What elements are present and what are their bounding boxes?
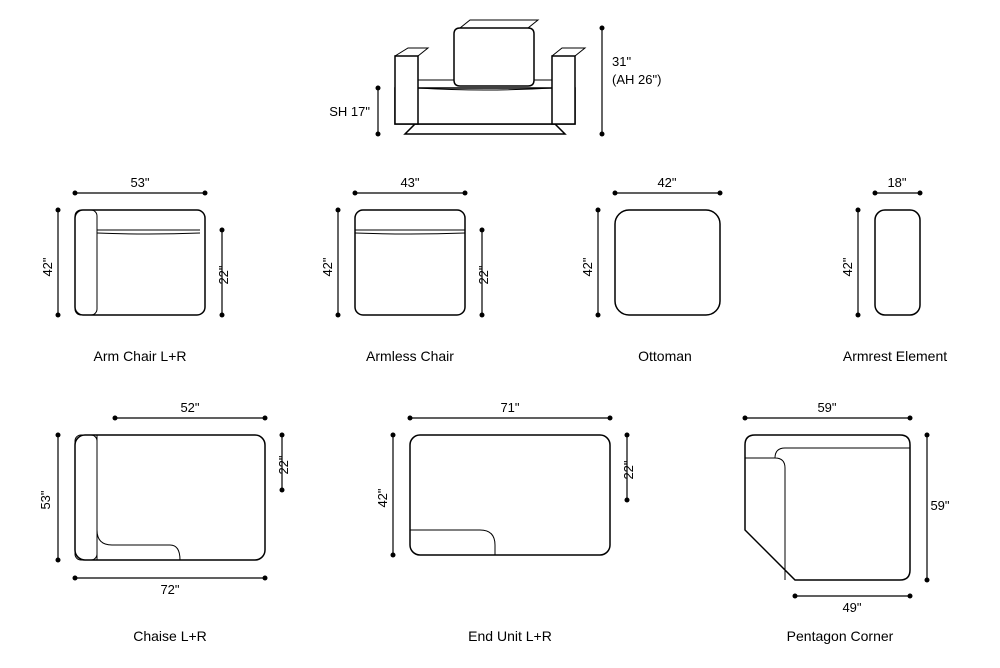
hero-ah-label: (AH 26") [612,72,661,87]
dim-top: 42" [657,175,676,190]
caption-endunit: End Unit L+R [468,628,552,644]
caption-chaise: Chaise L+R [133,628,207,644]
hero-h-label: 31" [612,54,631,69]
dim-right: 22" [621,460,636,479]
hero-elevation: SH 17" 31" (AH 26") [300,6,700,151]
dim-bottom: 72" [160,582,179,597]
hero-svg: SH 17" 31" (AH 26") [300,6,700,151]
cell-armless: 43" 42" 22" Armless Chair [310,175,510,365]
dim-top: 53" [130,175,149,190]
dim-left: 42" [375,488,390,507]
caption-pentagon: Pentagon Corner [787,628,894,644]
dim-right: 22" [216,265,231,284]
cell-ottoman: 42" 42" Ottoman [570,175,760,365]
cell-pentagon: 59" 59" 49" Pentagon Corner [700,400,980,645]
dim-top: 18" [887,175,906,190]
dim-left: 42" [840,257,855,276]
caption-armless: Armless Chair [366,348,454,364]
dim-top: 52" [180,400,199,415]
caption-armchair: Arm Chair L+R [94,348,187,364]
dim-right: 22" [476,265,491,284]
dim-left: 42" [40,257,55,276]
dim-right: 22" [276,455,291,474]
row-2: 52" 53" 22" 72" Chaise L+R 71" [0,400,1000,645]
cell-endunit: 71" 42" 22" End Unit L+R [360,400,660,645]
row-1: 53" 42" 22" Arm Chair L+R 43" 42" [0,175,1000,365]
dim-left: 42" [320,257,335,276]
dim-top: 43" [400,175,419,190]
cell-armrest: 18" 42" Armrest Element [820,175,970,365]
dim-top: 71" [500,400,519,415]
caption-armrest: Armrest Element [843,348,947,364]
dim-left: 53" [38,490,53,509]
cell-chaise: 52" 53" 22" 72" Chaise L+R [20,400,320,645]
hero-sh-label: SH 17" [329,104,370,119]
dim-bottom: 49" [842,600,861,615]
cell-armchair: 53" 42" 22" Arm Chair L+R [30,175,250,365]
caption-ottoman: Ottoman [638,348,692,364]
dim-left: 42" [580,257,595,276]
dim-right: 59" [930,498,949,513]
dim-top: 59" [817,400,836,415]
